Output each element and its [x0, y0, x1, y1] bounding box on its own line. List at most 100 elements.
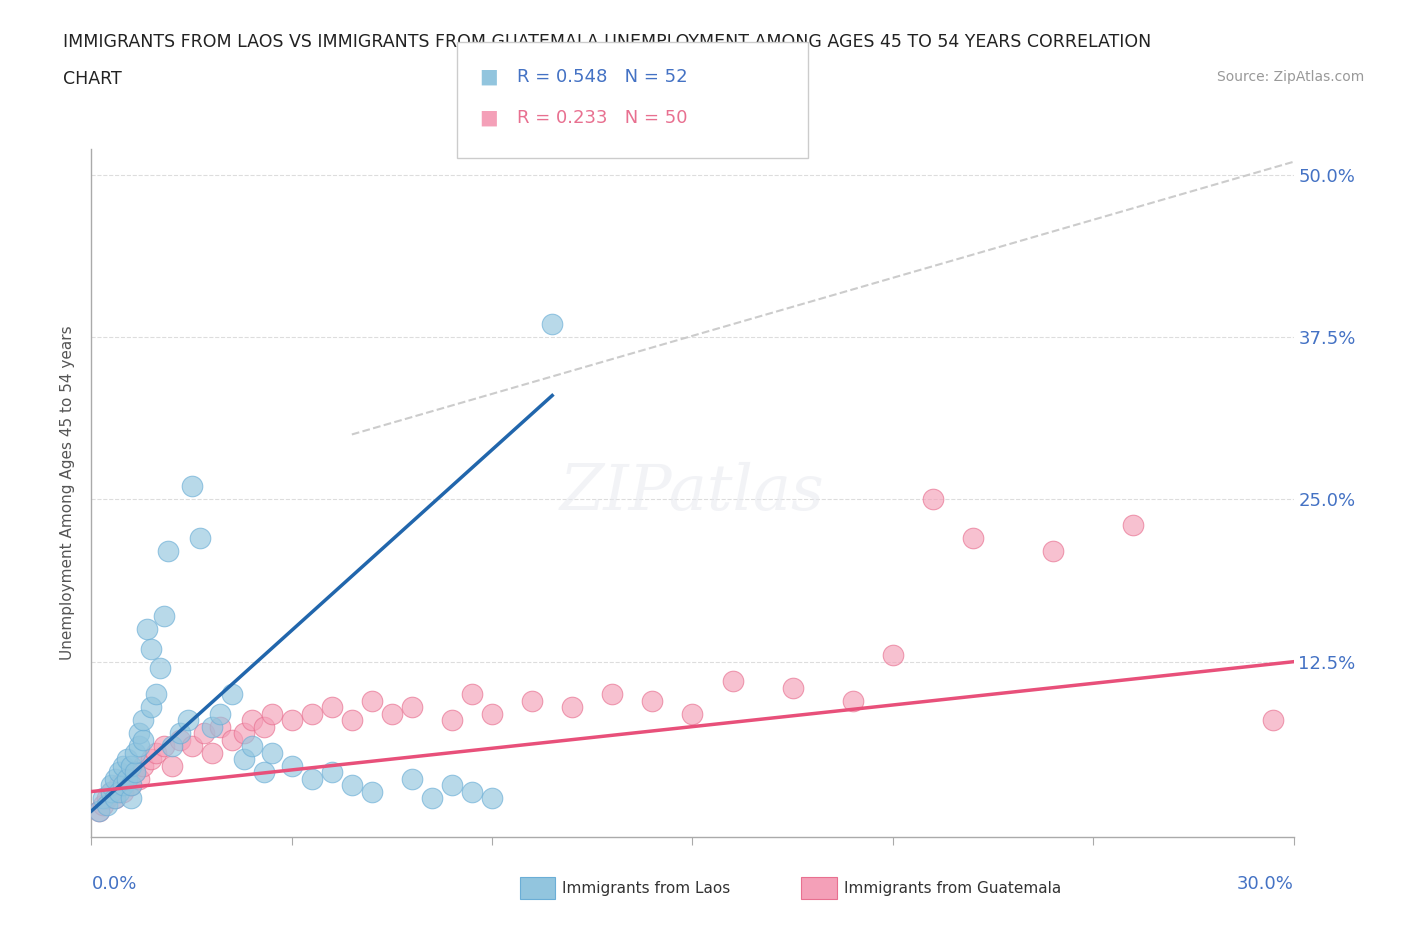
Point	[260, 745, 283, 760]
Point	[1122, 518, 1144, 533]
Point	[121, 758, 143, 773]
Point	[420, 790, 443, 805]
Point	[132, 712, 155, 727]
Point	[124, 745, 146, 760]
Y-axis label: Unemployment Among Ages 45 to 54 years: Unemployment Among Ages 45 to 54 years	[60, 326, 76, 660]
Point	[253, 764, 276, 779]
Point	[112, 758, 135, 773]
Point	[208, 719, 231, 734]
Point	[152, 609, 174, 624]
Point	[522, 693, 544, 708]
Point	[240, 738, 263, 753]
Text: Immigrants from Guatemala: Immigrants from Guatemala	[844, 881, 1062, 896]
Point	[112, 784, 135, 799]
Point	[104, 790, 127, 805]
Point	[201, 745, 224, 760]
Text: R = 0.548   N = 52: R = 0.548 N = 52	[517, 68, 688, 86]
Point	[360, 693, 382, 708]
Point	[180, 479, 202, 494]
Point	[253, 719, 276, 734]
Point	[301, 706, 323, 721]
Point	[221, 686, 243, 701]
Point	[681, 706, 703, 721]
Point	[93, 790, 115, 805]
Point	[340, 777, 363, 792]
Point	[117, 771, 139, 786]
Point	[440, 712, 463, 727]
Point	[281, 712, 304, 727]
Point	[96, 790, 118, 805]
Point	[104, 771, 127, 786]
Point	[461, 784, 484, 799]
Point	[321, 764, 343, 779]
Point	[112, 777, 135, 792]
Point	[188, 531, 211, 546]
Point	[89, 804, 111, 818]
Point	[96, 797, 118, 812]
Point	[193, 725, 215, 740]
Text: IMMIGRANTS FROM LAOS VS IMMIGRANTS FROM GUATEMALA UNEMPLOYMENT AMONG AGES 45 TO : IMMIGRANTS FROM LAOS VS IMMIGRANTS FROM …	[63, 33, 1152, 50]
Text: CHART: CHART	[63, 70, 122, 87]
Text: Immigrants from Laos: Immigrants from Laos	[562, 881, 731, 896]
Point	[124, 764, 146, 779]
Point	[169, 732, 191, 747]
Point	[108, 777, 131, 792]
Point	[141, 642, 163, 657]
Point	[232, 751, 254, 766]
Point	[1042, 544, 1064, 559]
Point	[132, 758, 155, 773]
Text: 30.0%: 30.0%	[1237, 875, 1294, 893]
Point	[401, 771, 423, 786]
Point	[141, 751, 163, 766]
Point	[962, 531, 984, 546]
Point	[128, 771, 150, 786]
Point	[148, 660, 170, 675]
Point	[160, 758, 183, 773]
Point	[882, 648, 904, 663]
Point	[152, 738, 174, 753]
Point	[169, 725, 191, 740]
Point	[602, 686, 624, 701]
Point	[160, 738, 183, 753]
Point	[104, 790, 127, 805]
Point	[136, 622, 159, 637]
Point	[132, 732, 155, 747]
Point	[121, 777, 143, 792]
Text: Source: ZipAtlas.com: Source: ZipAtlas.com	[1216, 70, 1364, 84]
Point	[89, 804, 111, 818]
Point	[221, 732, 243, 747]
Point	[141, 699, 163, 714]
Point	[281, 758, 304, 773]
Point	[321, 699, 343, 714]
Point	[440, 777, 463, 792]
Point	[145, 686, 167, 701]
Point	[340, 712, 363, 727]
Point	[100, 777, 122, 792]
Point	[124, 764, 146, 779]
Point	[240, 712, 263, 727]
Point	[260, 706, 283, 721]
Point	[232, 725, 254, 740]
Text: ZIPatlas: ZIPatlas	[560, 462, 825, 524]
Point	[481, 706, 503, 721]
Point	[93, 797, 115, 812]
Point	[128, 738, 150, 753]
Point	[156, 544, 179, 559]
Point	[176, 712, 198, 727]
Point	[128, 725, 150, 740]
Point	[180, 738, 202, 753]
Point	[1263, 712, 1285, 727]
Point	[208, 706, 231, 721]
Point	[108, 764, 131, 779]
Point	[461, 686, 484, 701]
Point	[481, 790, 503, 805]
Point	[381, 706, 404, 721]
Point	[201, 719, 224, 734]
Text: R = 0.233   N = 50: R = 0.233 N = 50	[517, 109, 688, 127]
Point	[360, 784, 382, 799]
Point	[108, 784, 131, 799]
Point	[641, 693, 664, 708]
Point	[100, 784, 122, 799]
Point	[145, 745, 167, 760]
Point	[100, 784, 122, 799]
